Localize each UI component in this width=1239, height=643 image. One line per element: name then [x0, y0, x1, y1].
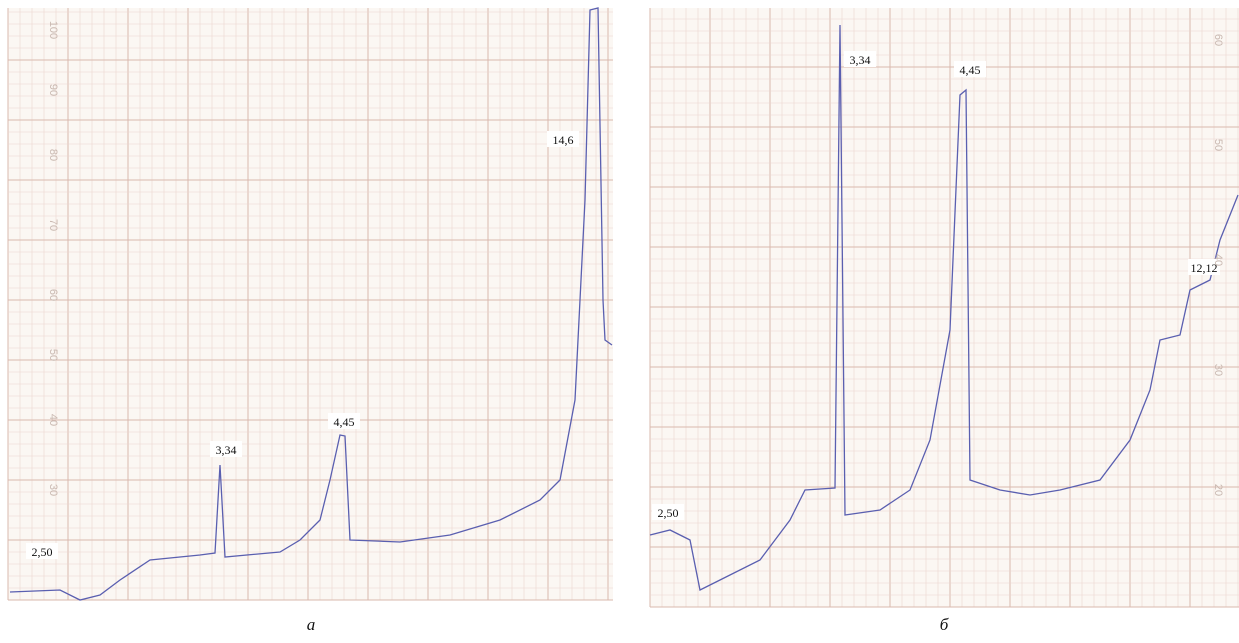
scale-label: 30: [47, 484, 59, 496]
scale-label: 60: [47, 289, 59, 301]
peak-label: 4,45: [960, 63, 981, 77]
peak-label: 4,45: [334, 415, 355, 429]
scale-label: 70: [47, 219, 59, 231]
figure: 2,50 3,34 4,45 14,6 100 90 80 70 60 50 40 30 а 2,50 3,…: [0, 0, 1239, 643]
peak-label: 2,50: [32, 545, 53, 559]
scale-label: 100: [47, 21, 59, 39]
scale-label: 30: [1212, 364, 1224, 376]
peak-label: 14,6: [553, 133, 574, 147]
scale-label: 40: [47, 414, 59, 426]
peak-label: 3,34: [216, 443, 237, 457]
scale-label: 80: [47, 149, 59, 161]
scale-label: 90: [47, 84, 59, 96]
scale-label: 50: [47, 349, 59, 361]
peak-label: 2,50: [658, 506, 679, 520]
scale-label: 50: [1212, 139, 1224, 151]
caption: б: [940, 615, 949, 634]
scale-label: 20: [1212, 484, 1224, 496]
caption: а: [307, 615, 316, 634]
scale-label: 60: [1212, 34, 1224, 46]
scale-label: 40: [1212, 254, 1224, 266]
peak-label: 3,34: [850, 53, 871, 67]
chart-paper: [8, 8, 613, 600]
